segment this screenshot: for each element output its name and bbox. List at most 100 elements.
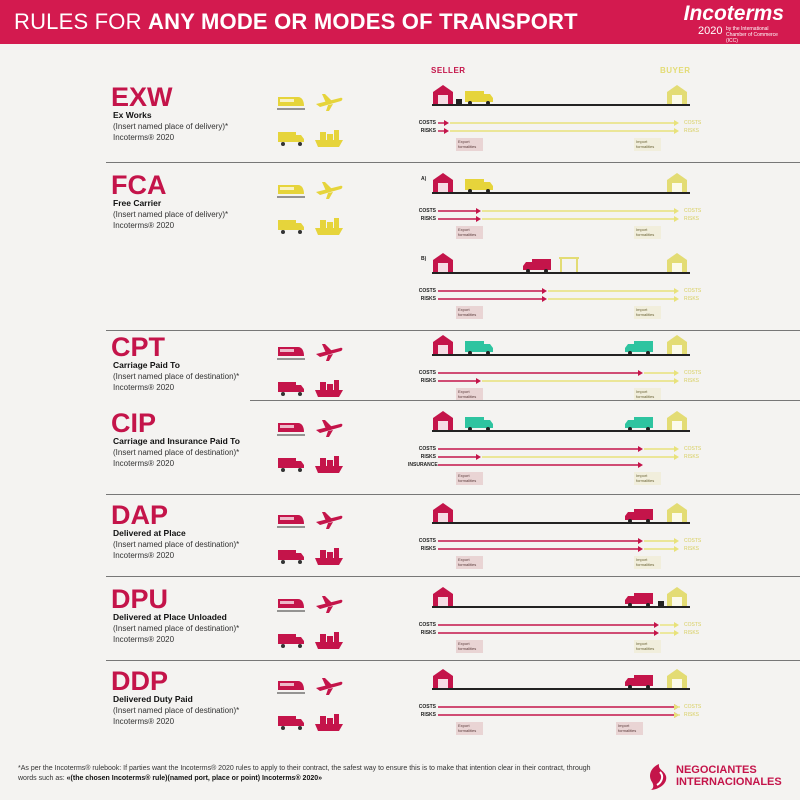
export-formalities: Export formalities xyxy=(456,138,483,151)
header-banner: RULES FOR ANY MODE OR MODES OF TRANSPORT… xyxy=(0,0,800,44)
brand-name: NEGOCIANTES INTERNACIONALES xyxy=(676,764,782,788)
buyer-warehouse-icon xyxy=(667,587,687,607)
buyer-arrow-label: RISKS xyxy=(684,546,700,552)
rule-edition: Incoterms® 2020 xyxy=(113,133,175,142)
brand-line-2: INTERNACIONALES xyxy=(676,776,782,788)
train-icon xyxy=(277,347,305,360)
arrow-costs: COSTS COSTS xyxy=(418,120,702,126)
import-formalities: Import formalities xyxy=(616,722,643,735)
transport-modes xyxy=(276,416,346,476)
arrow-costs: COSTS COSTS xyxy=(418,538,702,544)
logo-name: Incoterms xyxy=(683,2,784,25)
truck-icon xyxy=(278,132,304,146)
carrier-truck-arrival-icon xyxy=(625,417,653,431)
rule-edition: Incoterms® 2020 xyxy=(113,459,175,468)
carrier-truck-icon xyxy=(465,341,493,355)
ship-icon xyxy=(315,218,343,235)
page-title: RULES FOR ANY MODE OR MODES OF TRANSPORT xyxy=(14,9,578,35)
buyer-arrow-label: RISKS xyxy=(684,378,700,384)
section-divider xyxy=(106,162,800,163)
seller-warehouse-icon xyxy=(433,587,453,607)
rule-note: (Insert named place of delivery)* xyxy=(113,210,229,219)
brand-mark-icon xyxy=(650,764,667,790)
variant-tag: A) xyxy=(421,176,427,182)
transport-line xyxy=(432,104,690,106)
train-icon xyxy=(277,423,305,436)
arrow-label: RISKS xyxy=(420,216,436,222)
arrow-risks: RISKS RISKS xyxy=(418,454,699,460)
brand-logo: NEGOCIANTES INTERNACIONALES xyxy=(646,760,796,794)
buyer-arrow-label: COSTS xyxy=(684,120,702,126)
logo-subtitle: by the International Chamber of Commerce… xyxy=(726,26,778,44)
footnote-text: *As per the Incoterms® rulebook: If part… xyxy=(18,765,591,782)
page-title-light: RULES FOR xyxy=(14,9,149,34)
arrow-label: RISKS xyxy=(420,128,436,134)
arrow-insurance: INSURANCE xyxy=(408,462,698,468)
import-formalities: Import formalities xyxy=(634,388,661,401)
rule-edition: Incoterms® 2020 xyxy=(113,383,175,392)
plane-icon xyxy=(316,182,343,199)
transport-line xyxy=(432,272,690,274)
arrow-label: COSTS xyxy=(418,288,436,294)
buyer-arrow-label: COSTS xyxy=(684,704,702,710)
rule-name: Delivered Duty Paid xyxy=(113,694,193,704)
arrow-label: RISKS xyxy=(420,712,436,718)
arrow-risks: RISKS RISKS xyxy=(418,630,699,636)
footnote: *As per the Incoterms® rulebook: If part… xyxy=(18,764,608,784)
ship-icon xyxy=(315,714,343,731)
train-icon xyxy=(277,97,305,110)
seller-truck-arrival-icon xyxy=(625,675,653,689)
seller-truck-icon xyxy=(523,259,551,273)
import-formalities: Import formalities xyxy=(634,226,661,239)
buyer-arrow-label: RISKS xyxy=(684,128,700,134)
rule-name: Delivered at Place Unloaded xyxy=(113,612,227,622)
arrow-risks: RISKS RISKS xyxy=(418,546,700,552)
arrow-lines xyxy=(438,120,679,126)
export-formalities: Export formalities xyxy=(456,640,483,653)
arrow-lines xyxy=(438,216,679,222)
import-formalities: Import formalities xyxy=(634,306,661,319)
diagram-dpu: COSTS COSTS RISKS RISKS Export formalities Im… xyxy=(418,586,708,661)
truck-icon xyxy=(278,220,304,234)
buyer-warehouse-icon xyxy=(667,253,687,273)
plane-icon xyxy=(316,512,343,529)
rule-edition: Incoterms® 2020 xyxy=(113,221,175,230)
buyer-arrow-label: RISKS xyxy=(684,216,700,222)
diagram-fca-a: A) COSTS COSTS RISKS RISKS Export formalities… xyxy=(418,172,708,247)
arrow-label: COSTS xyxy=(418,120,436,126)
transport-line xyxy=(432,354,690,356)
arrow-lines xyxy=(438,378,679,384)
buyer-arrow-label: COSTS xyxy=(684,538,702,544)
arrow-lines xyxy=(438,546,679,552)
section-divider xyxy=(106,494,800,495)
arrow-lines xyxy=(438,462,643,468)
arrow-lines xyxy=(438,446,679,452)
arrow-lines xyxy=(438,454,679,460)
diagram-cip: COSTS COSTS RISKS RISKS INSURANCE Export form… xyxy=(408,410,708,485)
arrow-label: COSTS xyxy=(418,370,436,376)
buyer-arrow-label: COSTS xyxy=(684,446,702,452)
plane-icon xyxy=(316,94,343,111)
arrow-label: COSTS xyxy=(418,704,436,710)
rule-note: (Insert named place of destination)* xyxy=(113,540,240,549)
buyer-warehouse-icon xyxy=(667,173,687,193)
plane-icon xyxy=(316,344,343,361)
diagram-exw: COSTS COSTS RISKS RISKS Export formalities Im… xyxy=(418,84,708,159)
carrier-shed-icon xyxy=(559,257,579,272)
import-formalities: Import formalities xyxy=(634,472,661,485)
transport-modes xyxy=(276,674,346,734)
rule-code: DDP xyxy=(111,666,169,696)
export-formalities: Export formalities xyxy=(456,556,483,569)
import-formalities: Import formalities xyxy=(634,640,661,653)
buyer-arrow-label: COSTS xyxy=(684,370,702,376)
arrow-costs: COSTS COSTS xyxy=(418,370,702,376)
unloaded-goods-icon xyxy=(658,601,664,606)
transport-line xyxy=(432,430,690,432)
import-formalities: Import formalities xyxy=(634,556,661,569)
rule-code: DPU xyxy=(111,584,169,614)
arrow-lines xyxy=(438,712,680,718)
transport-line xyxy=(432,192,690,194)
ship-icon xyxy=(315,548,343,565)
buyer-arrow-label: COSTS xyxy=(684,208,702,214)
carrier-truck-arrival-icon xyxy=(625,341,653,355)
